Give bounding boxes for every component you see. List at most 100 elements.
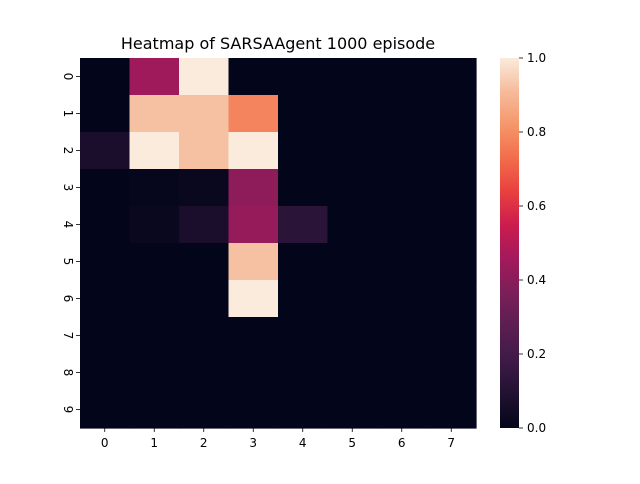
x-tick-label: 7 (447, 436, 455, 450)
colorbar-tick-label: 1.0 (527, 51, 546, 65)
heatmap-cell (228, 132, 279, 170)
heatmap-cell (377, 280, 428, 318)
heatmap-cell (327, 280, 378, 318)
heatmap-cell (377, 354, 428, 392)
heatmap-cell (426, 243, 477, 281)
colorbar-tick-label: 0.4 (527, 273, 546, 287)
colorbar-tick-label: 0.6 (527, 199, 546, 213)
heatmap-cell (179, 354, 230, 392)
heatmap-cell (327, 169, 378, 207)
y-tick-label: 4 (61, 221, 75, 229)
heatmap-cell (426, 95, 477, 133)
heatmap-cell (129, 132, 180, 170)
x-tick-label: 4 (299, 436, 307, 450)
heatmap-cell (80, 95, 131, 133)
heatmap-cell (377, 132, 428, 170)
y-tick-label: 5 (61, 258, 75, 266)
x-tick-label: 6 (398, 436, 406, 450)
heatmap-cell (278, 132, 329, 170)
heatmap-cell (179, 243, 230, 281)
heatmap-cell (426, 58, 477, 96)
heatmap-cell (377, 243, 428, 281)
heatmap-cell (426, 169, 477, 207)
heatmap-cell (228, 95, 279, 133)
heatmap-cell (129, 354, 180, 392)
heatmap-cell (179, 391, 230, 429)
heatmap-cell (179, 280, 230, 318)
heatmap-cell (327, 206, 378, 244)
heatmap-cell (80, 317, 131, 355)
heatmap-cell (377, 206, 428, 244)
heatmap-cell (129, 206, 180, 244)
y-tick-label: 0 (61, 73, 75, 81)
heatmap-cell (426, 280, 477, 318)
heatmap-cell (80, 58, 131, 96)
heatmap-cell (426, 391, 477, 429)
y-tick-label: 9 (61, 406, 75, 414)
heatmap-cell (179, 317, 230, 355)
heatmap-cells (80, 58, 477, 429)
y-axis-ticks: 0 1 2 3 4 5 6 7 8 9 (61, 73, 80, 414)
heatmap-cell (426, 206, 477, 244)
heatmap-cell (80, 391, 131, 429)
heatmap-cell (327, 354, 378, 392)
x-tick-label: 5 (348, 436, 356, 450)
x-tick-label: 2 (200, 436, 208, 450)
heatmap-cell (278, 354, 329, 392)
heatmap-cell (377, 58, 428, 96)
colorbar-tick-label: 0.0 (527, 421, 546, 435)
heatmap-cell (80, 169, 131, 207)
heatmap-cell (278, 206, 329, 244)
heatmap-cell (80, 243, 131, 281)
heatmap-cell (129, 391, 180, 429)
heatmap-cell (228, 169, 279, 207)
y-tick-label: 1 (61, 110, 75, 118)
heatmap-cell (377, 169, 428, 207)
chart-title: Heatmap of SARSAAgent 1000 episode (121, 34, 435, 53)
heatmap-cell (377, 391, 428, 429)
heatmap-cell (426, 132, 477, 170)
heatmap-cell (228, 280, 279, 318)
heatmap-cell (278, 391, 329, 429)
heatmap-cell (278, 58, 329, 96)
heatmap-cell (179, 132, 230, 170)
heatmap-cell (426, 317, 477, 355)
heatmap-cell (327, 132, 378, 170)
x-tick-label: 1 (150, 436, 158, 450)
heatmap-cell (327, 95, 378, 133)
heatmap-cell (278, 95, 329, 133)
heatmap-cell (80, 354, 131, 392)
heatmap-cell (426, 354, 477, 392)
heatmap-cell (228, 58, 279, 96)
heatmap-cell (327, 243, 378, 281)
heatmap-cell (80, 280, 131, 318)
heatmap-cell (327, 58, 378, 96)
heatmap-cell (80, 206, 131, 244)
heatmap-cell (228, 354, 279, 392)
heatmap-cell (228, 317, 279, 355)
colorbar-tick-label: 0.2 (527, 347, 546, 361)
heatmap-cell (327, 317, 378, 355)
heatmap-cell (179, 95, 230, 133)
heatmap-cell (129, 243, 180, 281)
heatmap-cell (179, 58, 230, 96)
heatmap-cell (278, 317, 329, 355)
heatmap-cell (129, 95, 180, 133)
y-tick-label: 2 (61, 147, 75, 155)
heatmap-cell (278, 243, 329, 281)
heatmap-cell (228, 391, 279, 429)
y-tick-label: 3 (61, 184, 75, 192)
heatmap-cell (377, 317, 428, 355)
heatmap-cell (129, 317, 180, 355)
x-tick-label: 0 (101, 436, 109, 450)
heatmap-cell (278, 169, 329, 207)
y-tick-label: 8 (61, 369, 75, 377)
colorbar: 0.0 0.2 0.4 0.6 0.8 1.0 (500, 51, 546, 435)
x-tick-label: 3 (249, 436, 257, 450)
heatmap-cell (228, 206, 279, 244)
heatmap-cell (179, 206, 230, 244)
heatmap-cell (377, 95, 428, 133)
y-tick-label: 7 (61, 332, 75, 340)
